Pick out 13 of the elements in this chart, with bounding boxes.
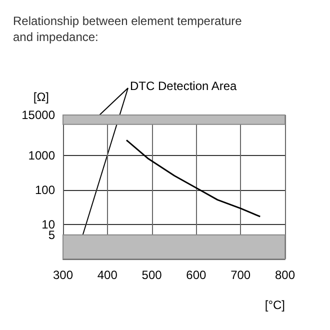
y-axis-title: [Ω] [33, 90, 49, 104]
x-tick-label: 600 [186, 268, 207, 282]
y-tick-label: 1000 [28, 148, 56, 163]
x-tick-label: 500 [142, 268, 162, 282]
chart-title: Relationship between element temperature and impedance: [13, 14, 246, 44]
x-axis-title: [°C] [264, 298, 285, 312]
y-tick-label: 15000 [22, 108, 56, 122]
x-tick-label: 400 [97, 268, 118, 282]
x-tick-label: 700 [230, 268, 251, 282]
y-tick-label: 100 [34, 183, 56, 198]
x-tick-label: 800 [274, 268, 296, 282]
text: DTC Detection Area [130, 79, 238, 93]
x-tick-label: 300 [52, 268, 74, 282]
